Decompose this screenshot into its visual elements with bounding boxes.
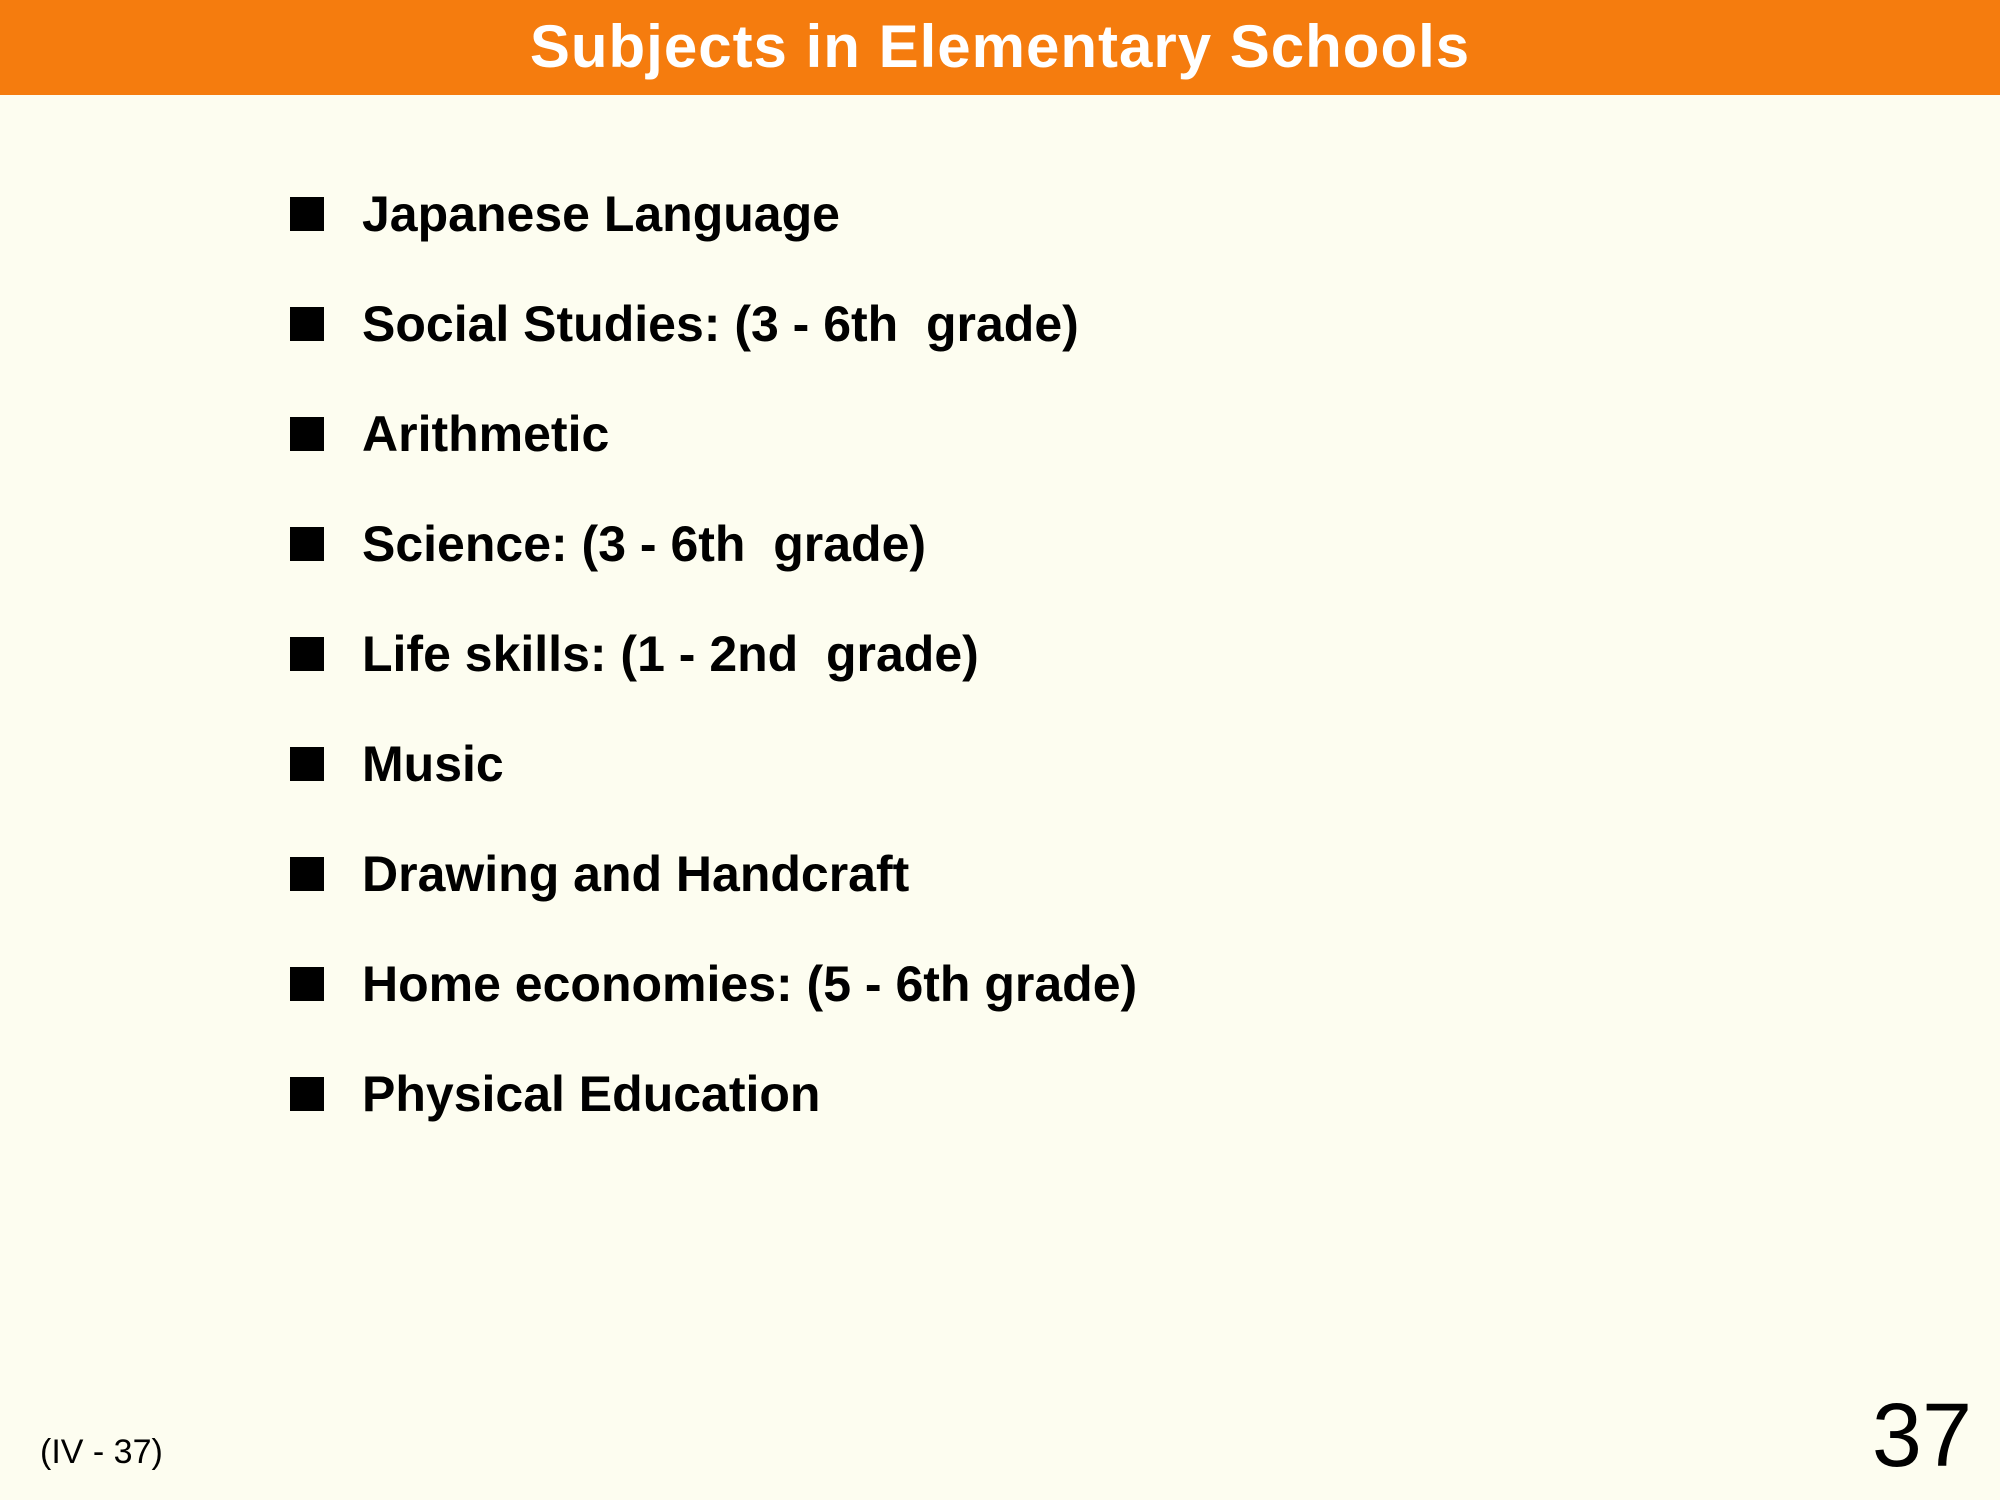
square-bullet-icon <box>290 197 324 231</box>
square-bullet-icon <box>290 637 324 671</box>
list-item-text: Social Studies: (3 - 6th grade) <box>362 295 1079 353</box>
square-bullet-icon <box>290 747 324 781</box>
list-item: Drawing and Handcraft <box>290 845 2000 903</box>
slide-content: Japanese Language Social Studies: (3 - 6… <box>0 95 2000 1123</box>
list-item-text: Home economies: (5 - 6th grade) <box>362 955 1137 1013</box>
list-item: Arithmetic <box>290 405 2000 463</box>
list-item: Music <box>290 735 2000 793</box>
list-item-text: Drawing and Handcraft <box>362 845 909 903</box>
square-bullet-icon <box>290 307 324 341</box>
subject-list: Japanese Language Social Studies: (3 - 6… <box>290 185 2000 1123</box>
list-item: Social Studies: (3 - 6th grade) <box>290 295 2000 353</box>
square-bullet-icon <box>290 857 324 891</box>
slide-number: 37 <box>1872 1385 1972 1488</box>
list-item-text: Japanese Language <box>362 185 840 243</box>
list-item-text: Physical Education <box>362 1065 820 1123</box>
list-item-text: Life skills: (1 - 2nd grade) <box>362 625 979 683</box>
list-item-text: Music <box>362 735 504 793</box>
footer-reference: (IV - 37) <box>40 1433 163 1472</box>
list-item: Physical Education <box>290 1065 2000 1123</box>
square-bullet-icon <box>290 1077 324 1111</box>
list-item: Home economies: (5 - 6th grade) <box>290 955 2000 1013</box>
list-item-text: Arithmetic <box>362 405 609 463</box>
square-bullet-icon <box>290 417 324 451</box>
list-item-text: Science: (3 - 6th grade) <box>362 515 926 573</box>
square-bullet-icon <box>290 527 324 561</box>
slide-title: Subjects in Elementary Schools <box>530 13 1470 80</box>
slide-title-bar: Subjects in Elementary Schools <box>0 0 2000 95</box>
list-item: Life skills: (1 - 2nd grade) <box>290 625 2000 683</box>
list-item: Japanese Language <box>290 185 2000 243</box>
square-bullet-icon <box>290 967 324 1001</box>
list-item: Science: (3 - 6th grade) <box>290 515 2000 573</box>
